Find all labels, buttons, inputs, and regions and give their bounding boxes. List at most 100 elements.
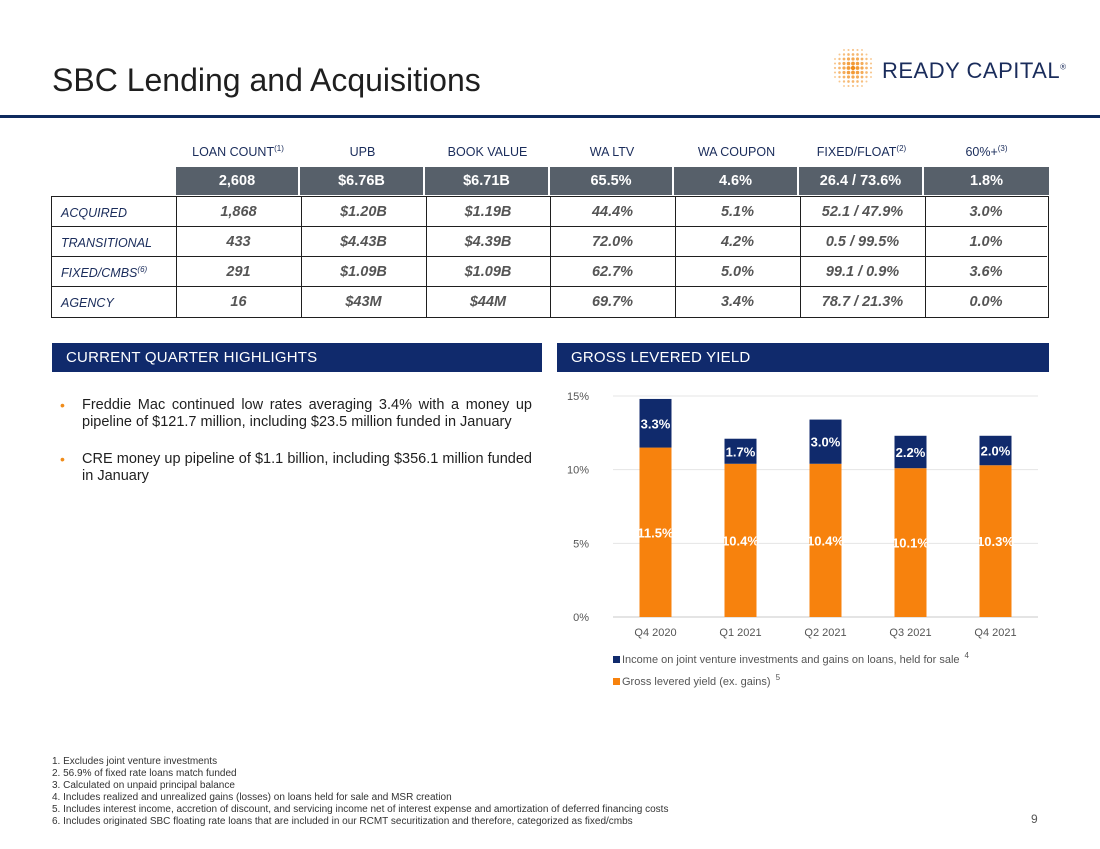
- col-header-fixed-float: FIXED/FLOAT(2): [816, 144, 907, 160]
- logo-dot: [865, 62, 868, 65]
- logo-dot: [838, 66, 841, 70]
- table-row-agency: AGENCY 16 $43M $44M 69.7% 3.4% 78.7 / 21…: [52, 287, 1047, 317]
- logo-dot: [851, 61, 855, 66]
- bar-jv-income: [894, 435, 927, 469]
- logo-dot: [851, 53, 855, 56]
- legend-label: Gross levered yield (ex. gains): [622, 676, 771, 688]
- total-book-value: $6.71B: [425, 167, 548, 195]
- table-cell: $43M: [345, 294, 382, 310]
- table-cell: $1.09B: [340, 264, 387, 280]
- logo-dot: [865, 66, 868, 70]
- table-cell: 1.0%: [969, 234, 1003, 250]
- logo-dot: [843, 85, 845, 87]
- page-number: 9: [1031, 812, 1038, 826]
- footnotes: 1. Excludes joint venture investments 2.…: [52, 756, 668, 828]
- logo-dot: [834, 76, 836, 78]
- total-60-plus: 1.8%: [924, 167, 1049, 195]
- legend-swatch: [613, 678, 620, 685]
- logo-dot: [846, 66, 851, 70]
- bar-data-label: 10.4%: [807, 533, 844, 548]
- logo-dot: [838, 75, 841, 79]
- table-cell: 62.7%: [591, 264, 634, 280]
- bar-jv-income: [979, 435, 1012, 466]
- total-wa-coupon: 4.6%: [674, 167, 797, 195]
- table-row-transitional: TRANSITIONAL 433 $4.43B $4.39B 72.0% 4.2…: [52, 227, 1047, 257]
- logo-dot: [846, 57, 851, 61]
- column-divider: [550, 197, 551, 317]
- bar-gross-yield: [639, 447, 672, 617]
- y-tick-label: 5%: [573, 538, 589, 550]
- bar-gross-yield: [809, 463, 842, 617]
- bullet-icon: •: [60, 451, 65, 467]
- table-cell: 3.0%: [969, 204, 1003, 220]
- logo-dot: [838, 80, 841, 83]
- table-body: ACQUIRED 1,868 $1.20B $1.19B 44.4% 5.1% …: [51, 196, 1049, 318]
- table-cell: 69.7%: [591, 294, 634, 310]
- bar-jv-income: [639, 398, 672, 448]
- col-header-wa-ltv: WA LTV: [589, 145, 635, 160]
- logo-dot: [869, 71, 873, 74]
- table-cell: 44.4%: [591, 204, 634, 220]
- logo-dot: [860, 80, 864, 83]
- bar-data-label: 1.7%: [726, 444, 756, 459]
- logo-dot: [865, 53, 868, 56]
- table-cell: 291: [226, 264, 251, 280]
- table-cell: $4.43B: [340, 234, 387, 250]
- logo-dot: [851, 48, 855, 52]
- logo-dot: [855, 66, 860, 70]
- logo-dot: [842, 70, 846, 75]
- table-cell: 1,868: [220, 204, 257, 220]
- table-cell: $1.19B: [464, 204, 512, 220]
- logo-dot: [847, 80, 850, 83]
- logo-dot: [855, 57, 860, 61]
- logo-dot: [869, 62, 873, 65]
- bar-data-label: 3.0%: [811, 435, 841, 450]
- logo-dot: [834, 58, 836, 60]
- table-header-row: LOAN COUNT(1) UPB BOOK VALUE WA LTV WA C…: [51, 140, 1049, 164]
- bar-jv-income: [809, 419, 842, 464]
- table-cell: 5.0%: [720, 264, 755, 280]
- logo-dot: [838, 62, 841, 65]
- logo-dot: [855, 61, 860, 66]
- highlights-list: • Freddie Mac continued low rates averagi…: [60, 397, 532, 505]
- bar-data-label: 10.3%: [977, 534, 1014, 549]
- logo-dot: [860, 66, 864, 70]
- logo-dot: [847, 53, 850, 56]
- bar-jv-income: [724, 438, 757, 464]
- logo-dot: [856, 53, 859, 56]
- logo-dot: [851, 70, 855, 75]
- bullet-icon: •: [60, 397, 65, 413]
- logo-dot: [842, 80, 846, 83]
- table-cell: 52.1 / 47.9%: [821, 204, 904, 220]
- bar-gross-yield: [894, 468, 927, 617]
- logo-dot: [833, 66, 837, 70]
- logo-dot: [851, 80, 855, 83]
- page-title: SBC Lending and Acquisitions: [52, 62, 481, 98]
- y-tick-label: 15%: [567, 391, 589, 403]
- logo-dot: [847, 84, 850, 88]
- logo-dot: [870, 76, 872, 78]
- column-divider: [176, 197, 177, 317]
- logo-dot: [855, 70, 860, 75]
- legend-swatch: [613, 656, 620, 663]
- logo-dot: [865, 75, 868, 79]
- logo-dot: [838, 71, 841, 74]
- footnote: 1. Excludes joint venture investments: [52, 756, 218, 767]
- logo-dot: [860, 75, 864, 79]
- table-cell: 72.0%: [591, 234, 634, 250]
- table-cell: $44M: [469, 294, 507, 310]
- legend-label: Income on joint venture investments and …: [622, 654, 960, 666]
- bar-data-label: 10.4%: [722, 533, 759, 548]
- bar-data-label: 2.2%: [896, 445, 926, 460]
- table-cell: 5.1%: [720, 204, 755, 220]
- total-upb: $6.76B: [300, 167, 423, 195]
- gross-levered-yield-header: GROSS LEVERED YIELD: [557, 343, 1049, 372]
- column-divider: [675, 197, 676, 317]
- logo-dot: [860, 70, 864, 75]
- legend-footnote-ref: 4: [965, 651, 970, 660]
- x-tick-label: Q4 2021: [974, 627, 1016, 639]
- row-label: FIXED/CMBS(6): [61, 265, 148, 281]
- logo-dot: [842, 61, 846, 66]
- table-row-acquired: ACQUIRED 1,868 $1.20B $1.19B 44.4% 5.1% …: [52, 197, 1047, 227]
- logo-dot-grid-icon: [833, 48, 873, 88]
